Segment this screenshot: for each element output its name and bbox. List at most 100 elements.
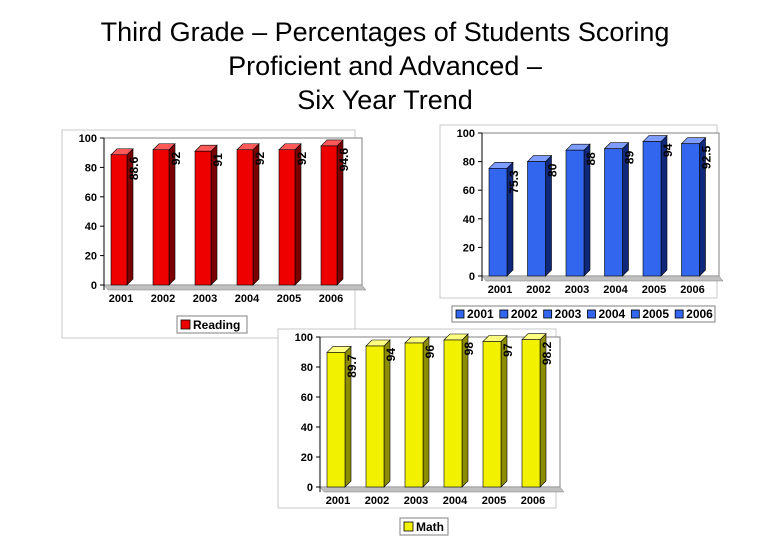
legend-box bbox=[451, 305, 716, 323]
bar bbox=[488, 168, 508, 277]
bar bbox=[236, 149, 254, 286]
legend-swatch bbox=[630, 309, 640, 319]
data-label: 94 bbox=[661, 143, 675, 157]
x-tick-label: 2001 bbox=[109, 293, 133, 305]
data-label: 96 bbox=[423, 345, 437, 359]
bar-side bbox=[500, 334, 508, 488]
x-tick-label: 2003 bbox=[565, 284, 589, 296]
legend: 2001 2002 2003 2004 2005 2006 bbox=[451, 305, 716, 323]
data-label: 75.3 bbox=[507, 170, 521, 194]
title-line-1: Third Grade – Percentages of Students Sc… bbox=[100, 17, 670, 47]
y-tick-label: 40 bbox=[85, 221, 97, 233]
legend-swatch bbox=[587, 309, 596, 319]
bar bbox=[681, 143, 700, 277]
chart-2: 0 20 40 60 80 100 2001 75.3 2002 80 2003 88 2004 89 20… bbox=[439, 124, 724, 323]
data-label: 97 bbox=[501, 343, 515, 357]
bar bbox=[565, 149, 585, 277]
legend-swatch bbox=[180, 319, 191, 330]
legend-swatch bbox=[403, 521, 414, 532]
bar bbox=[326, 352, 346, 488]
data-label: 94.6 bbox=[337, 148, 351, 172]
legend-label: Reading bbox=[193, 318, 240, 332]
bar bbox=[278, 149, 296, 286]
y-tick-label: 0 bbox=[469, 271, 475, 283]
data-label: 92 bbox=[169, 151, 183, 165]
legend-label: 2006 bbox=[686, 307, 713, 321]
data-label: 88 bbox=[584, 152, 598, 166]
y-tick-label: 60 bbox=[463, 185, 475, 197]
data-label: 94 bbox=[384, 348, 398, 362]
bar bbox=[527, 161, 546, 277]
x-tick-label: 2006 bbox=[521, 495, 545, 507]
legend-label: 2004 bbox=[599, 307, 626, 321]
plot-floor bbox=[319, 486, 565, 493]
x-tick-label: 2001 bbox=[488, 284, 512, 296]
y-tick-label: 20 bbox=[463, 242, 475, 254]
bar-side bbox=[422, 336, 430, 488]
legend-label: 2001 bbox=[467, 307, 494, 321]
data-label: 88.6 bbox=[127, 156, 141, 180]
x-tick-label: 2006 bbox=[680, 284, 704, 296]
bar bbox=[521, 339, 541, 488]
x-tick-label: 2005 bbox=[482, 495, 506, 507]
plot-floor bbox=[481, 275, 724, 282]
y-tick-label: 100 bbox=[295, 332, 313, 344]
legend-label: 2002 bbox=[511, 307, 538, 321]
legend-swatch bbox=[674, 309, 684, 319]
x-tick-label: 2002 bbox=[365, 495, 389, 507]
y-tick-label: 80 bbox=[85, 162, 97, 174]
bar bbox=[110, 154, 128, 286]
title-line-2: Proficient and Advanced – bbox=[228, 51, 542, 81]
y-tick-label: 80 bbox=[463, 157, 475, 169]
legend-swatch bbox=[499, 309, 509, 319]
bar bbox=[642, 141, 662, 277]
bar bbox=[365, 345, 385, 488]
data-label: 92 bbox=[295, 151, 309, 165]
legend-label: 2003 bbox=[555, 307, 582, 321]
chart-1: 0 20 40 60 80 100 2001 88.6 2002 92 2003 91 2004 92 20… bbox=[61, 129, 367, 339]
x-tick-label: 2004 bbox=[235, 293, 260, 305]
y-tick-label: 0 bbox=[91, 280, 97, 292]
legend-box bbox=[176, 315, 248, 334]
legend: Reading bbox=[176, 315, 248, 334]
y-tick-label: 40 bbox=[301, 422, 313, 434]
title-line-3: Six Year Trend bbox=[297, 85, 473, 115]
data-label: 89.7 bbox=[345, 354, 359, 378]
x-tick-label: 2002 bbox=[151, 293, 175, 305]
legend-swatch bbox=[543, 309, 553, 319]
plot-area bbox=[481, 132, 720, 277]
bar bbox=[194, 150, 212, 286]
plot-area bbox=[103, 137, 363, 286]
x-tick-label: 2003 bbox=[193, 293, 217, 305]
x-tick-label: 2004 bbox=[443, 495, 468, 507]
y-tick-label: 80 bbox=[301, 362, 313, 374]
y-tick-label: 60 bbox=[85, 192, 97, 204]
bar bbox=[443, 339, 463, 488]
x-tick-label: 2002 bbox=[526, 284, 550, 296]
legend-label: 2005 bbox=[642, 307, 669, 321]
plot-area bbox=[319, 336, 561, 488]
bar bbox=[404, 342, 424, 488]
bar bbox=[604, 148, 623, 277]
y-tick-label: 100 bbox=[79, 133, 97, 145]
y-tick-label: 40 bbox=[463, 214, 475, 226]
data-label: 80 bbox=[546, 163, 560, 177]
x-tick-label: 2005 bbox=[277, 293, 301, 305]
bar bbox=[152, 149, 170, 286]
bar bbox=[320, 145, 338, 286]
x-tick-label: 2001 bbox=[326, 495, 350, 507]
y-tick-label: 60 bbox=[301, 392, 313, 404]
y-tick-label: 20 bbox=[301, 452, 313, 464]
y-tick-label: 100 bbox=[457, 128, 475, 140]
data-label: 98.2 bbox=[540, 341, 554, 365]
y-tick-label: 0 bbox=[307, 482, 313, 494]
plot-floor bbox=[103, 284, 367, 291]
x-tick-label: 2005 bbox=[642, 284, 666, 296]
data-label: 92.5 bbox=[700, 145, 714, 169]
x-tick-label: 2004 bbox=[603, 284, 628, 296]
legend-swatch bbox=[455, 309, 465, 319]
legend: Math bbox=[399, 517, 449, 536]
data-label: 98 bbox=[462, 342, 476, 356]
page-title: Third Grade – Percentages of Students Sc… bbox=[0, 15, 770, 117]
